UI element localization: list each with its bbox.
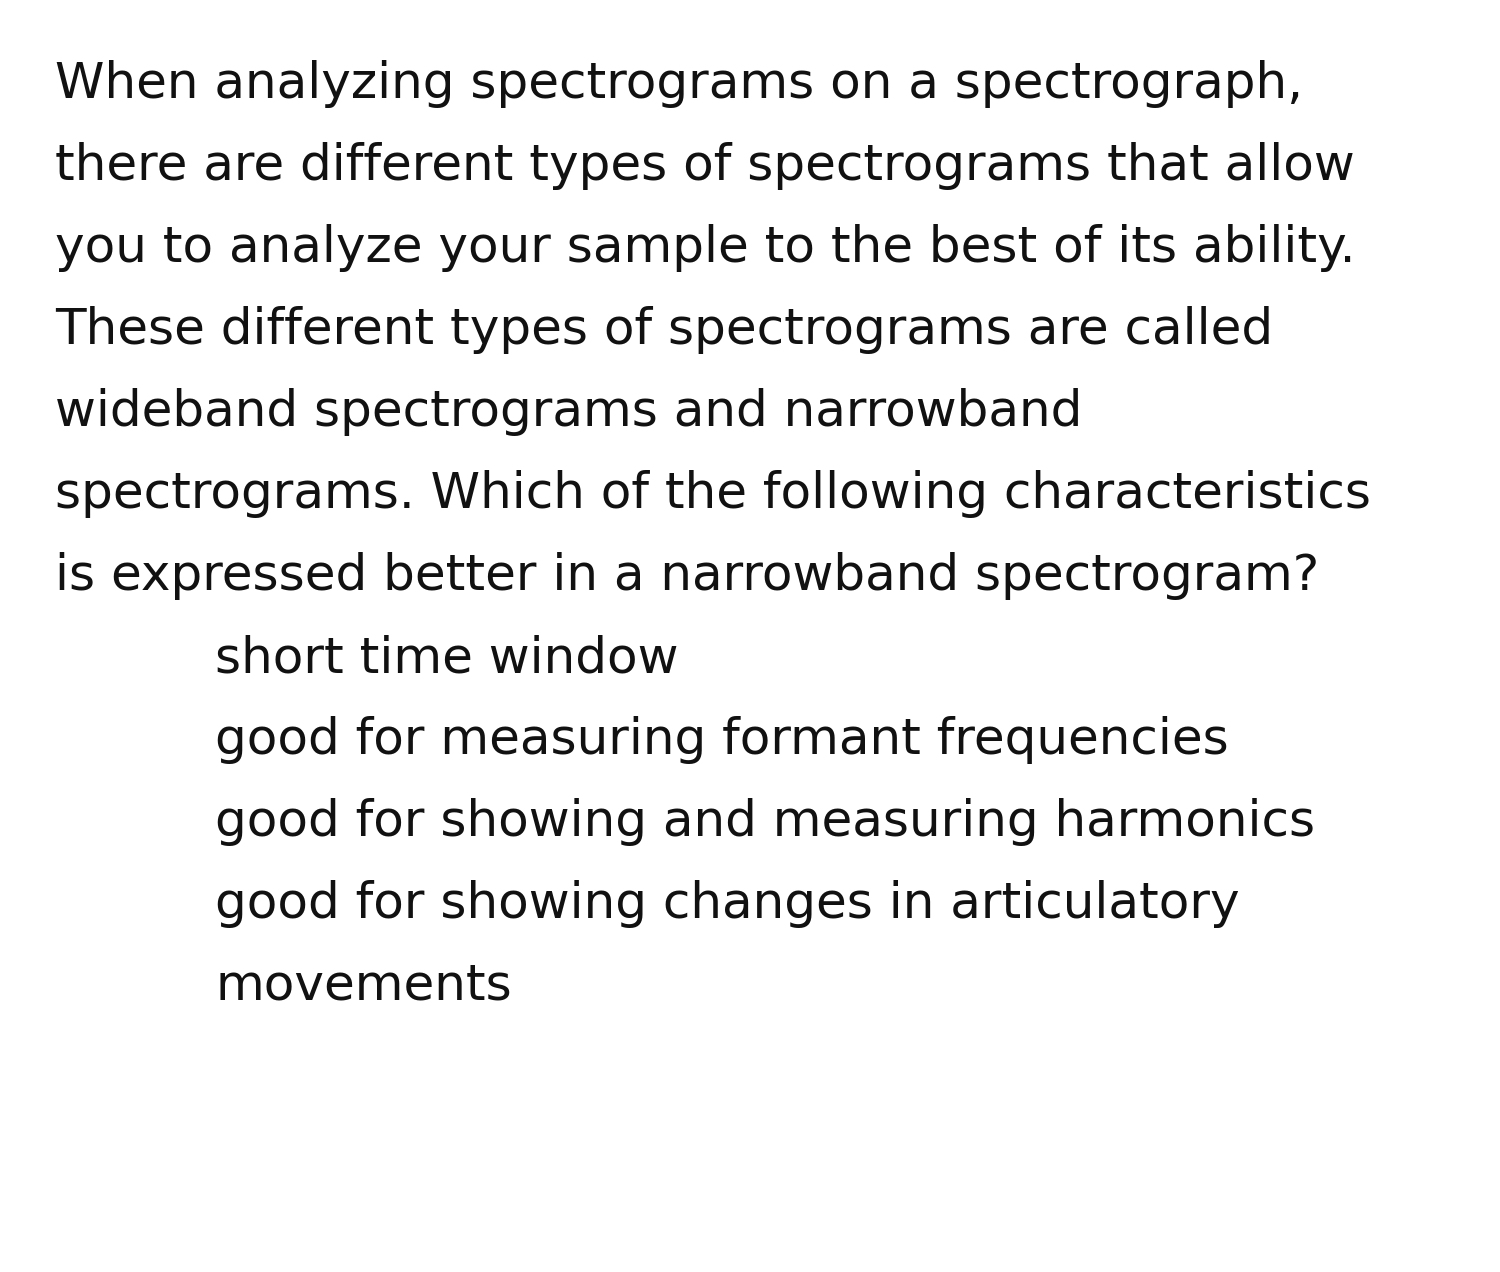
Text: good for showing changes in articulatory: good for showing changes in articulatory	[214, 880, 1239, 929]
Text: there are different types of spectrograms that allow: there are different types of spectrogram…	[56, 142, 1354, 190]
Text: short time window: short time window	[214, 633, 678, 682]
Text: wideband spectrograms and narrowband: wideband spectrograms and narrowband	[56, 388, 1083, 436]
Text: good for showing and measuring harmonics: good for showing and measuring harmonics	[214, 798, 1316, 846]
Text: spectrograms. Which of the following characteristics: spectrograms. Which of the following cha…	[56, 469, 1371, 518]
Text: is expressed better in a narrowband spectrogram?: is expressed better in a narrowband spec…	[56, 552, 1320, 600]
Text: you to analyze your sample to the best of its ability.: you to analyze your sample to the best o…	[56, 224, 1356, 272]
Text: good for measuring formant frequencies: good for measuring formant frequencies	[214, 716, 1228, 764]
Text: When analyzing spectrograms on a spectrograph,: When analyzing spectrograms on a spectro…	[56, 60, 1304, 108]
Text: These different types of spectrograms are called: These different types of spectrograms ar…	[56, 307, 1274, 354]
Text: movements: movements	[214, 962, 512, 1010]
